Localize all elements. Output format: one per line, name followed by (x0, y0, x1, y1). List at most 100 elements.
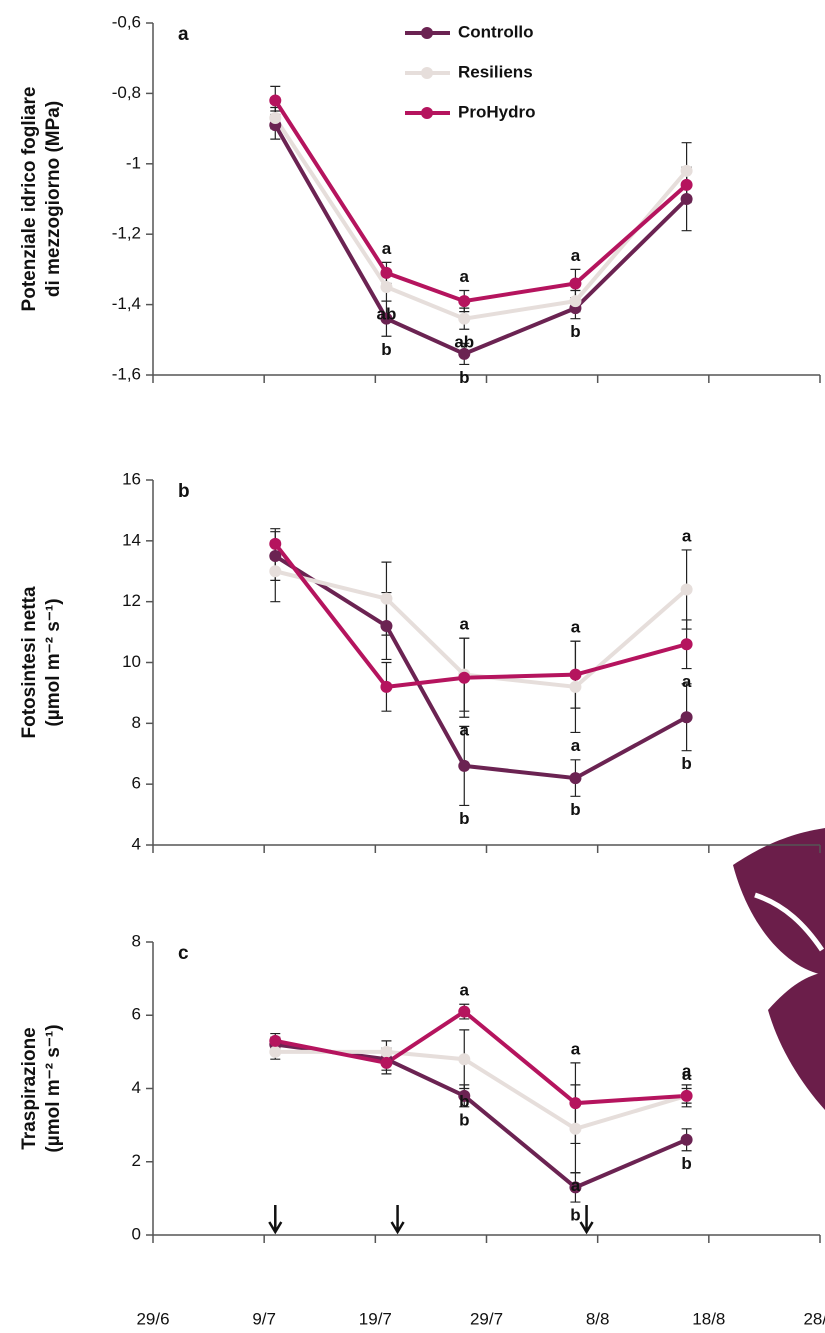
significance-letter: b (459, 1110, 469, 1129)
y-tick-label: 10 (122, 652, 141, 671)
significance-letter: b (459, 1092, 469, 1111)
marker (569, 1097, 581, 1109)
y-tick-label: 6 (132, 774, 141, 793)
significance-letter: a (571, 246, 581, 265)
marker (269, 538, 281, 550)
marker (269, 565, 281, 577)
series-line (275, 544, 686, 687)
marker (380, 1046, 392, 1058)
significance-letter: b (459, 809, 469, 828)
marker (681, 638, 693, 650)
marker (569, 772, 581, 784)
marker (269, 94, 281, 106)
y-tick-label: 14 (122, 530, 141, 549)
series-line (275, 100, 686, 301)
y-tick-label: 8 (132, 713, 141, 732)
x-tick-label: 28/8 (803, 1309, 825, 1328)
marker (681, 1134, 693, 1146)
y-tick-label: -0,8 (112, 83, 141, 102)
panel-label: b (178, 481, 190, 502)
series-line (275, 556, 686, 778)
significance-letter: a (682, 1061, 692, 1080)
y-tick-label: 4 (132, 834, 141, 853)
y-axis-label: di mezzogiorno (MPa) (43, 101, 64, 297)
marker (681, 584, 693, 596)
x-tick-label: 19/7 (359, 1309, 392, 1328)
leaf-decoration (733, 828, 825, 1110)
y-tick-label: -0,6 (112, 12, 141, 31)
significance-letter: ab (454, 333, 474, 352)
y-tick-label: 0 (132, 1224, 141, 1243)
marker (569, 669, 581, 681)
legend-marker (421, 27, 433, 39)
marker (269, 1035, 281, 1047)
legend-marker (421, 107, 433, 119)
marker (380, 593, 392, 605)
marker (458, 1053, 470, 1065)
marker (569, 681, 581, 693)
y-tick-label: -1 (126, 153, 141, 172)
y-tick-label: 2 (132, 1151, 141, 1170)
marker (380, 1057, 392, 1069)
y-tick-label: 4 (132, 1078, 141, 1097)
marker (569, 295, 581, 307)
marker (380, 681, 392, 693)
marker (681, 165, 693, 177)
x-tick-label: 18/8 (692, 1309, 725, 1328)
y-tick-label: 6 (132, 1005, 141, 1024)
legend-label: Resiliens (458, 62, 533, 81)
significance-letter: b (681, 1154, 691, 1173)
marker (380, 267, 392, 279)
significance-letter: a (571, 618, 581, 637)
significance-letter: a (682, 672, 692, 691)
significance-letter: a (571, 736, 581, 755)
significance-letter: b (570, 322, 580, 341)
marker (681, 711, 693, 723)
series-line (275, 118, 686, 319)
x-tick-label: 29/7 (470, 1309, 503, 1328)
significance-letter: b (570, 800, 580, 819)
leaf (768, 972, 825, 1110)
y-tick-label: 8 (132, 931, 141, 950)
y-tick-label: -1,4 (112, 294, 141, 313)
series-line (275, 1012, 686, 1104)
panel-label: a (178, 24, 189, 45)
significance-letter: b (381, 340, 391, 359)
y-axis-label: (µmol m⁻² s⁻¹) (43, 598, 64, 726)
marker (269, 550, 281, 562)
marker (458, 760, 470, 772)
significance-letter: a (571, 1039, 581, 1058)
leaf (733, 828, 825, 975)
page: -0,6 -0,8 -1 -1,2 -1,4 -1,6 Potenziale idrico … (0, 0, 825, 1333)
y-axis-label: Potenziale idrico fogliare (19, 87, 40, 312)
marker (269, 112, 281, 124)
marker (458, 295, 470, 307)
chart: -0,6 -0,8 -1 -1,2 -1,4 -1,6 Potenziale idrico … (0, 0, 825, 1333)
significance-letter: a (460, 267, 470, 286)
y-tick-label: -1,2 (112, 224, 141, 243)
marker (269, 1046, 281, 1058)
significance-letter: a (460, 721, 470, 740)
x-tick-label: 29/6 (136, 1309, 169, 1328)
significance-letter: a (460, 981, 470, 1000)
marker (458, 672, 470, 684)
marker (569, 277, 581, 289)
marker (458, 1006, 470, 1018)
marker (569, 1123, 581, 1135)
marker (681, 179, 693, 191)
marker (458, 313, 470, 325)
significance-letter: ab (377, 305, 397, 324)
y-tick-label: 12 (122, 591, 141, 610)
treatment-arrow (581, 1205, 593, 1232)
legend-label: ProHydro (458, 102, 535, 121)
significance-letter: a (571, 1176, 581, 1195)
y-axis-label: Fotosintesi netta (19, 586, 40, 738)
significance-letter: b (459, 368, 469, 387)
y-tick-label: -1,6 (112, 364, 141, 383)
series-line (275, 571, 686, 687)
significance-letter: a (460, 615, 470, 634)
panel-label: c (178, 943, 189, 964)
y-axis-label: Traspirazione (19, 1027, 40, 1150)
marker (380, 620, 392, 632)
significance-letter: a (682, 526, 692, 545)
